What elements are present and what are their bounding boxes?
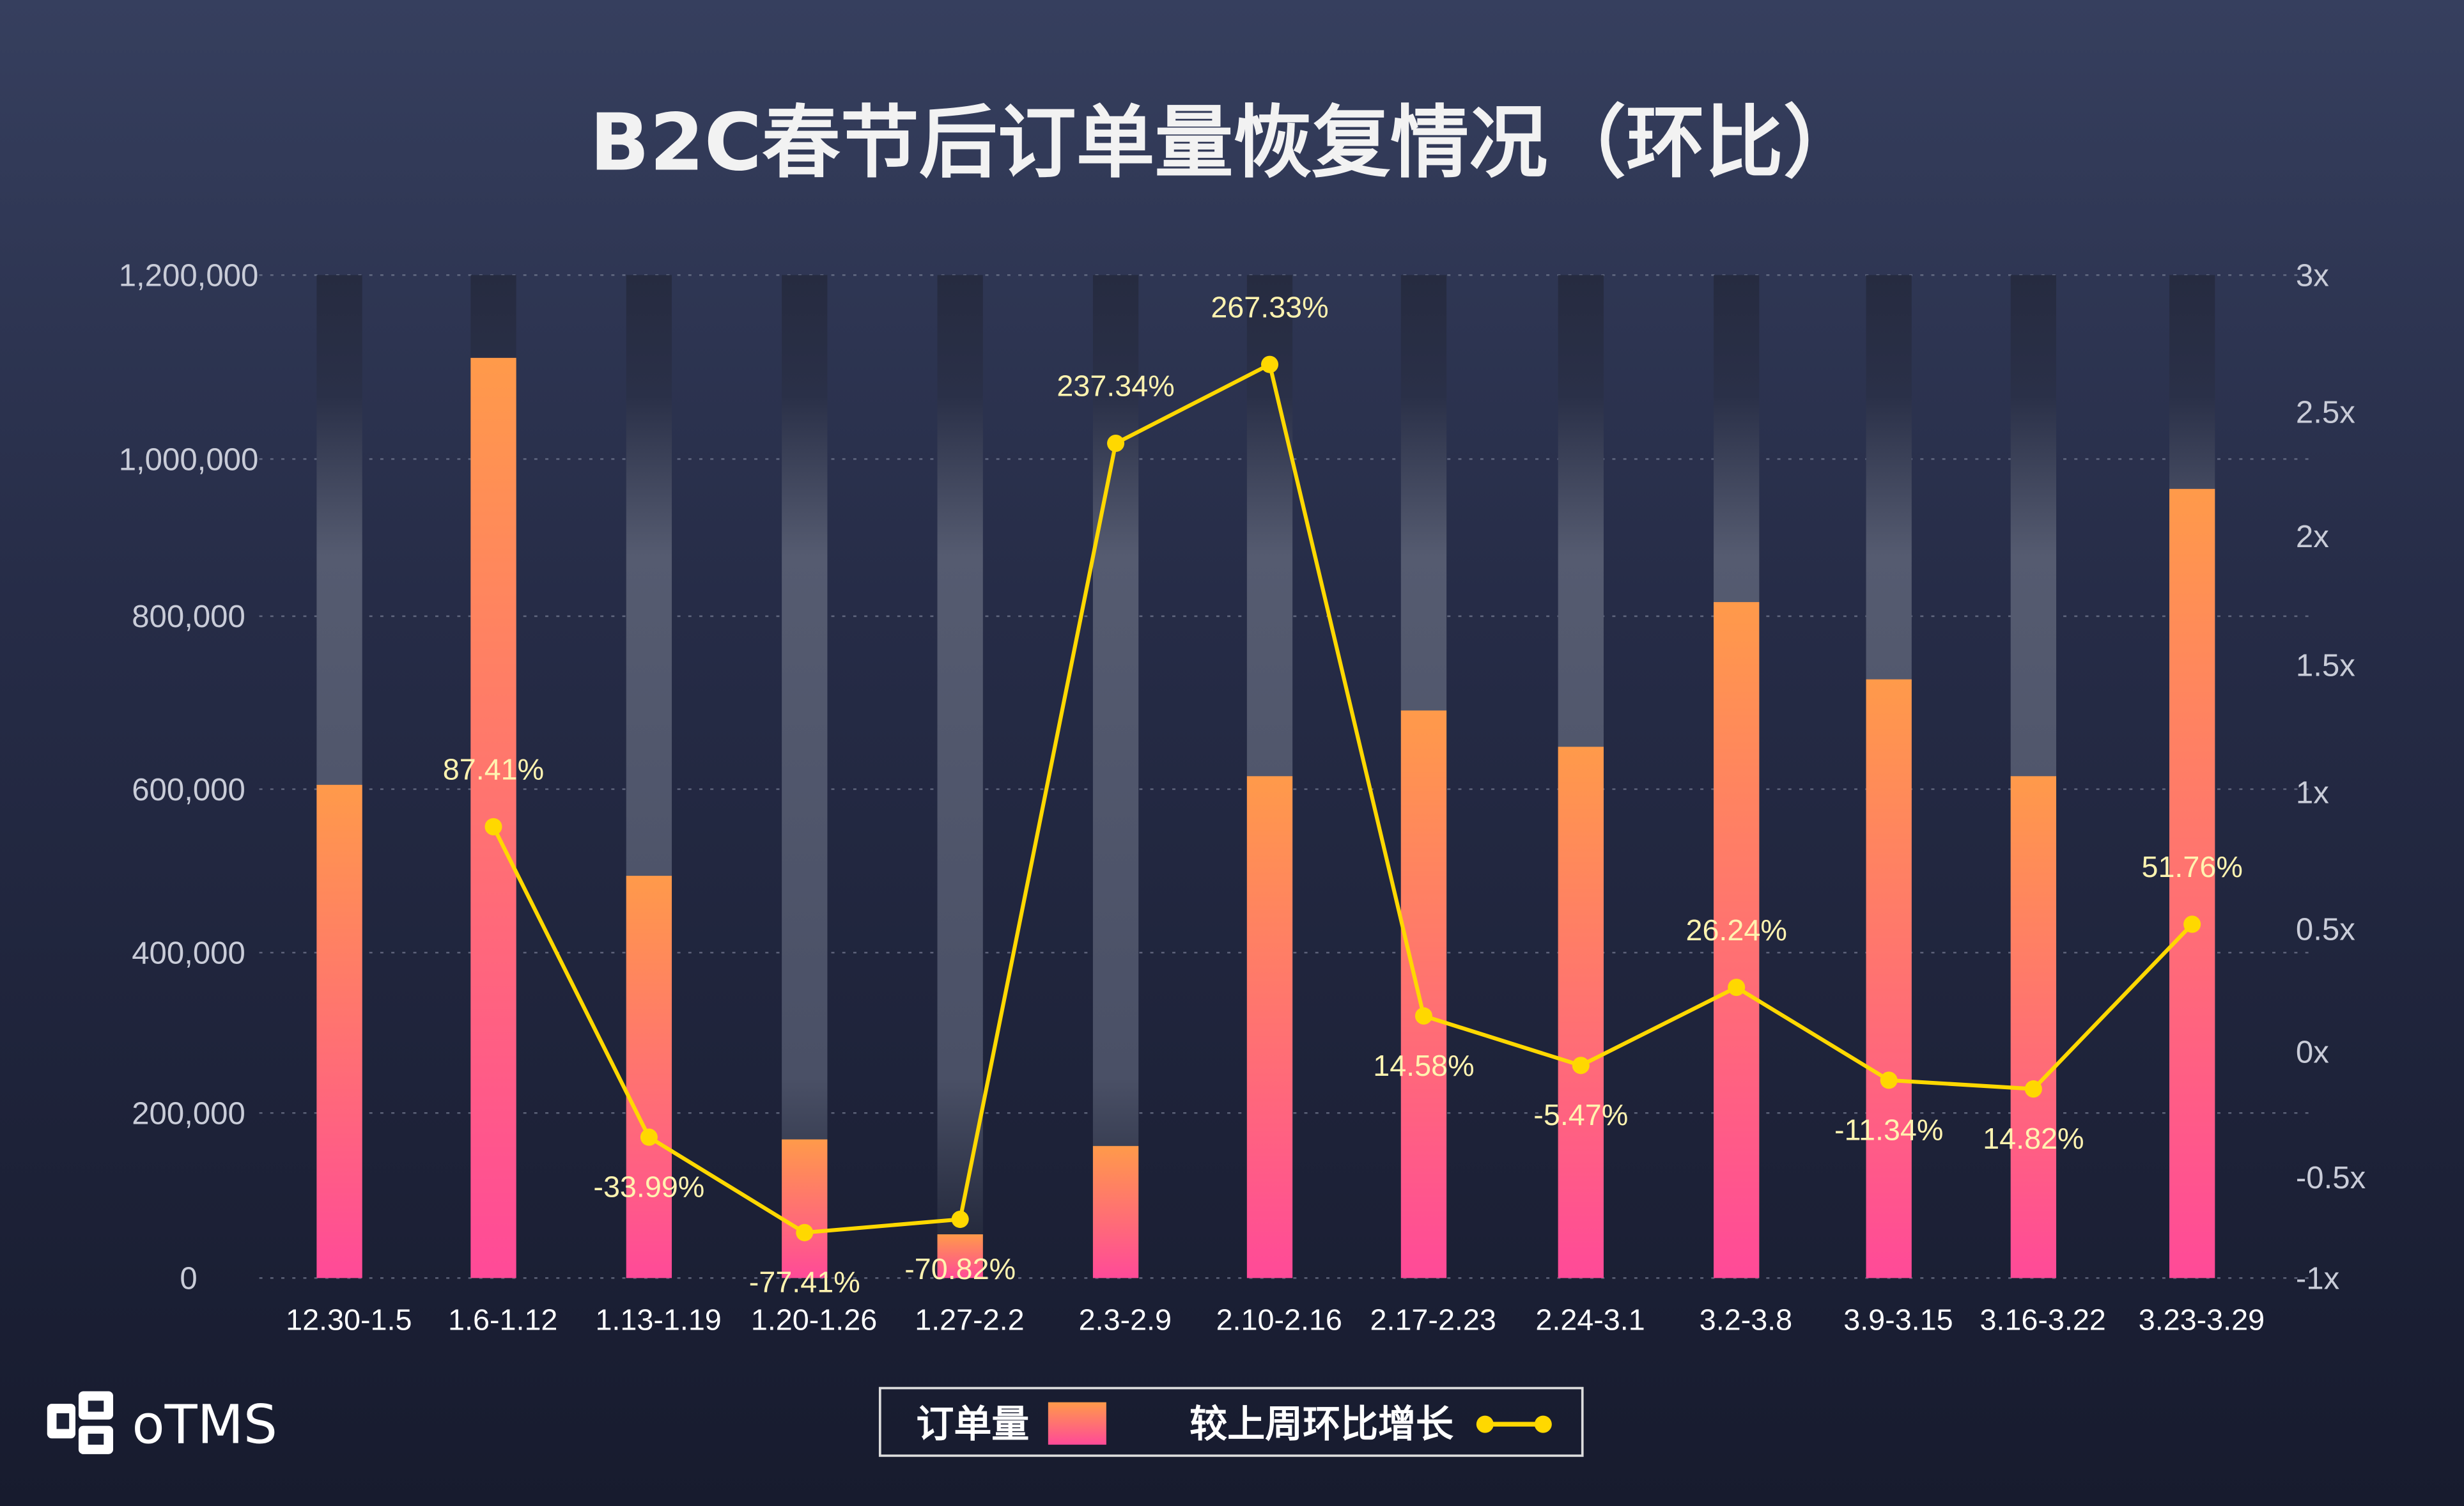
order-bar <box>1092 1145 1139 1278</box>
legend-swatch-orders <box>1048 1402 1106 1445</box>
category-label: 2.10-2.16 <box>1216 1303 1342 1337</box>
category-label: 2.3-2.9 <box>1079 1303 1172 1337</box>
growth-point <box>951 1211 969 1229</box>
order-bar <box>2169 488 2215 1278</box>
growth-point <box>640 1128 658 1146</box>
left-tick-label: 200,000 <box>132 1096 245 1131</box>
order-bar <box>626 876 672 1278</box>
growth-point <box>484 818 502 835</box>
category-label: 1.13-1.19 <box>595 1303 721 1337</box>
order-bar <box>2010 776 2057 1278</box>
background-bar <box>782 275 828 1278</box>
axes: 0 200,000 400,000 600,000 800,000 1,000,000 1,… <box>119 258 2366 1337</box>
right-tick-label: -1x <box>2296 1261 2340 1296</box>
category-label: 12.30-1.5 <box>286 1303 412 1337</box>
background-bar <box>937 275 983 1278</box>
growth-point <box>1572 1057 1590 1075</box>
legend-label-orders: 订单量 <box>916 1402 1029 1446</box>
right-tick-label: 1.5x <box>2296 648 2355 683</box>
order-bar <box>1558 747 1604 1278</box>
growth-data-label: -33.99% <box>593 1170 704 1203</box>
order-bar <box>470 357 516 1278</box>
legend-marker <box>1476 1415 1494 1433</box>
category-label: 3.23-3.29 <box>2139 1303 2265 1337</box>
order-bar <box>1246 776 1293 1278</box>
logo-text: oTMS <box>132 1393 277 1456</box>
category-label: 3.2-3.8 <box>1700 1303 1792 1337</box>
growth-point <box>1880 1071 1898 1089</box>
left-tick-label: 1,000,000 <box>119 442 259 477</box>
category-label: 2.17-2.23 <box>1370 1303 1496 1337</box>
right-tick-label: -0.5x <box>2296 1160 2366 1195</box>
logo-icon <box>47 1391 114 1454</box>
growth-point <box>1414 1007 1432 1025</box>
legend: 订单量 较上周环比增长 <box>878 1386 1584 1457</box>
right-tick-label: 0.5x <box>2296 912 2355 947</box>
growth-data-label: 237.34% <box>1057 369 1174 403</box>
legend-marker <box>1534 1415 1552 1433</box>
growth-data-label: 87.41% <box>443 753 544 786</box>
order-bar <box>1400 710 1447 1278</box>
order-bar <box>316 784 362 1278</box>
growth-point <box>1260 355 1279 373</box>
order-bar <box>1866 679 1912 1278</box>
growth-data-label: 14.58% <box>1373 1049 1474 1082</box>
legend-label-growth: 较上周环比增长 <box>1189 1402 1453 1446</box>
bars <box>316 357 2215 1278</box>
category-label: 3.16-3.22 <box>1980 1303 2105 1337</box>
right-tick-label: 1x <box>2296 775 2329 811</box>
category-label: 1.27-2.2 <box>915 1303 1024 1337</box>
right-tick-label: 0x <box>2296 1034 2329 1069</box>
growth-data-label: 51.76% <box>2141 850 2242 883</box>
legend-box <box>878 1386 1584 1457</box>
right-tick-label: 2.5x <box>2296 395 2355 430</box>
left-tick-label: 400,000 <box>132 936 245 971</box>
order-bar <box>782 1139 828 1278</box>
background-bar <box>1092 275 1139 1278</box>
growth-line: 87.41% -33.99% -77.41% -70.82% 237.34% 267.33… <box>443 290 2243 1298</box>
growth-data-label: 14.82% <box>1983 1122 2084 1155</box>
left-tick-label: 0 <box>180 1261 197 1296</box>
category-label: 3.9-3.15 <box>1843 1303 1953 1337</box>
order-bar <box>1714 602 1760 1278</box>
growth-point <box>2183 915 2201 933</box>
growth-data-label: -5.47% <box>1533 1098 1628 1131</box>
growth-line-path <box>492 361 2194 1235</box>
right-tick-label: 3x <box>2296 258 2329 293</box>
growth-point <box>796 1223 814 1241</box>
growth-point <box>1107 435 1125 453</box>
left-tick-label: 600,000 <box>132 772 245 807</box>
growth-point <box>1728 979 1746 997</box>
order-bar <box>937 1234 983 1278</box>
otms-logo: oTMS <box>47 1391 277 1456</box>
left-tick-label: 1,200,000 <box>119 258 259 293</box>
category-label: 2.24-3.1 <box>1535 1303 1645 1337</box>
right-tick-label: 2x <box>2296 519 2329 554</box>
growth-data-label: -70.82% <box>904 1252 1016 1285</box>
category-label: 1.6-1.12 <box>448 1303 557 1337</box>
growth-point <box>2024 1080 2042 1098</box>
left-tick-label: 800,000 <box>132 599 245 634</box>
growth-data-label: 267.33% <box>1211 290 1328 323</box>
growth-data-label: -77.41% <box>749 1266 860 1299</box>
growth-data-label: -11.34% <box>1834 1113 1943 1146</box>
growth-data-label: 26.24% <box>1686 913 1787 947</box>
category-label: 1.20-1.26 <box>751 1303 877 1337</box>
chart-title: B2C春节后订单量恢复情况（环比） <box>590 97 1862 189</box>
